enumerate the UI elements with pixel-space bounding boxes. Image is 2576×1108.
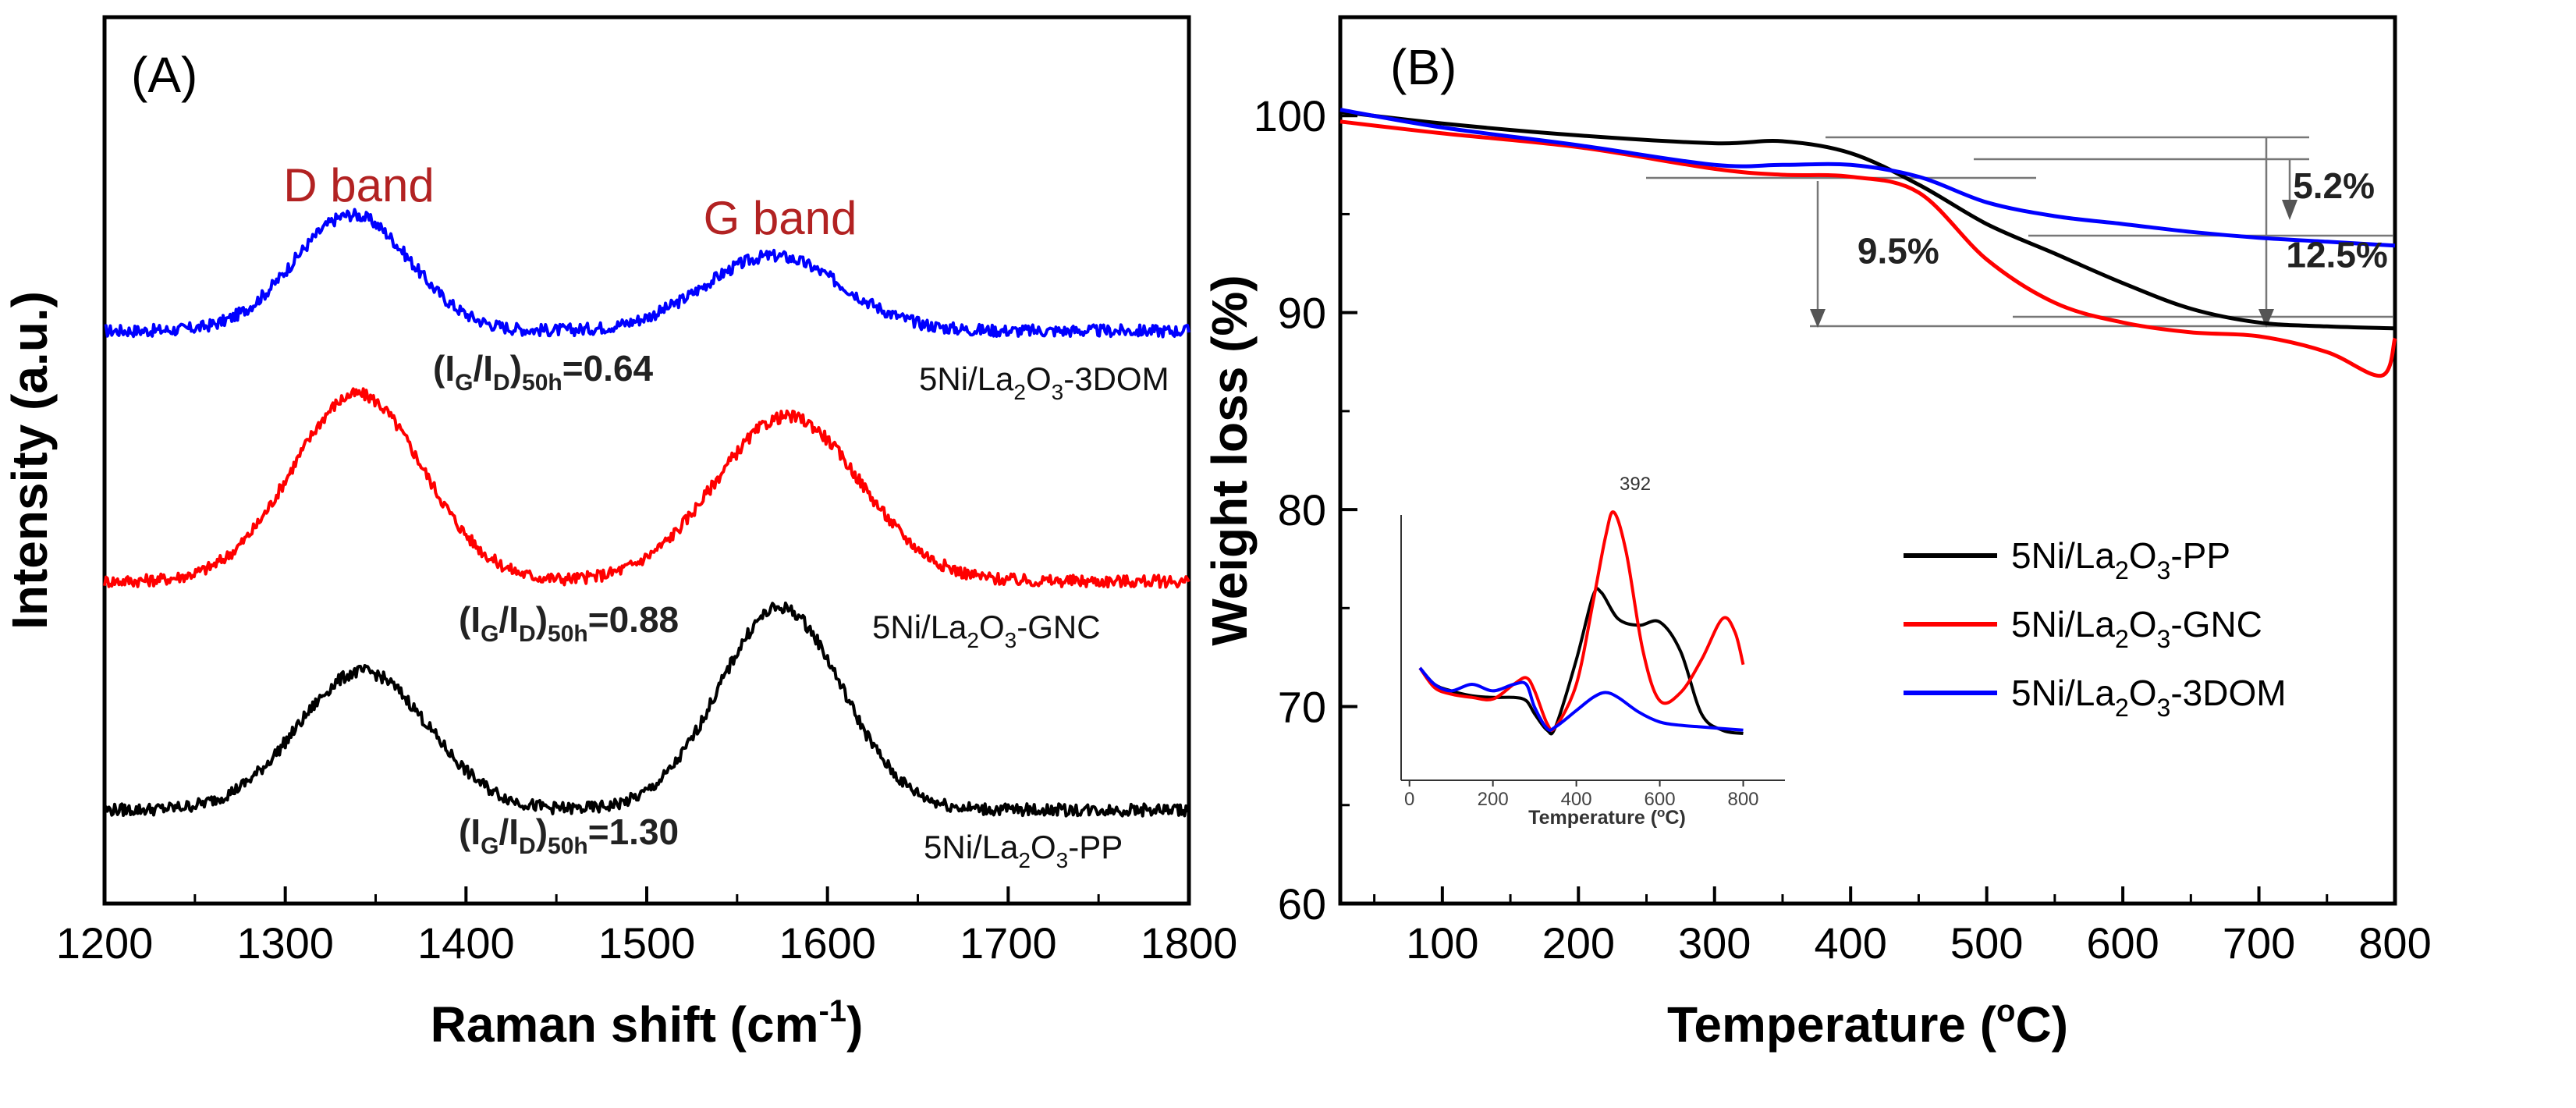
x-tick-label: 300 bbox=[1678, 918, 1751, 968]
y-tick-label: 100 bbox=[1254, 91, 1326, 140]
annotation-9-5: 9.5% bbox=[1857, 231, 1939, 272]
y-tick-label: 80 bbox=[1278, 485, 1326, 534]
inset-curve-gnc bbox=[1418, 510, 1745, 732]
panel-a-xlabel: Raman shift (cm-1) bbox=[431, 994, 864, 1053]
inset-xlabel: Temperature (oC) bbox=[1528, 805, 1686, 829]
d-band-label: D band bbox=[283, 159, 434, 211]
label-gnc: 5Ni/La2O3-GNC bbox=[872, 609, 1101, 652]
panel-a-label: (A) bbox=[131, 47, 197, 103]
panel-a-frame bbox=[102, 15, 1191, 906]
panel-b-frame bbox=[1338, 15, 2397, 906]
x-tick-label: 1400 bbox=[417, 918, 515, 968]
inset-tick-label: 800 bbox=[1727, 789, 1758, 810]
legend-label-pp: 5Ni/La2O3-PP bbox=[2011, 535, 2230, 584]
annotation-12-5: 12.5% bbox=[2286, 235, 2387, 275]
x-tick-label: 500 bbox=[1950, 918, 2023, 968]
x-tick-label: 100 bbox=[1406, 918, 1478, 968]
x-tick-label: 1700 bbox=[960, 918, 1057, 968]
inset-curve-pp bbox=[1418, 587, 1744, 736]
g-band-label: G band bbox=[704, 192, 857, 244]
arrow-head bbox=[2258, 309, 2274, 328]
x-tick-label: 200 bbox=[1542, 918, 1615, 968]
panel-a-x-ticks: 1200 1300 1400 1500 1600 1700 1800 bbox=[56, 886, 1238, 968]
label-3dom: 5Ni/La2O3-3DOM bbox=[919, 360, 1169, 404]
x-tick-label: 700 bbox=[2223, 918, 2295, 968]
y-tick-label: 90 bbox=[1278, 289, 1326, 338]
panel-a: (A) 1200 1300 1400 1500 1600 1700 1800 Intensi… bbox=[2, 15, 1238, 1053]
inset-plot: 0 200 400 600 800 Temperature (oC) 392 bbox=[1400, 474, 1785, 829]
ratio-pp: (IG/ID)50h=1.30 bbox=[459, 811, 679, 859]
inset-tick-label: 400 bbox=[1561, 789, 1592, 810]
x-tick-label: 1800 bbox=[1141, 918, 1238, 968]
x-tick-label: 600 bbox=[2086, 918, 2159, 968]
inset-tick-label: 0 bbox=[1404, 789, 1414, 810]
ratio-gnc: (IG/ID)50h=0.88 bbox=[459, 599, 679, 647]
x-tick-label: 1200 bbox=[56, 918, 154, 968]
weight-loss-arrows bbox=[1810, 200, 2297, 328]
label-pp: 5Ni/La2O3-PP bbox=[924, 829, 1123, 872]
panel-b: (B) 100 200 300 400 500 600 700 800 60 70 80 90100 … bbox=[1201, 15, 2432, 1053]
x-tick-label: 1500 bbox=[598, 918, 696, 968]
legend-label-gnc: 5Ni/La2O3-GNC bbox=[2011, 604, 2262, 653]
arrow-head bbox=[2282, 200, 2297, 220]
x-tick-label: 800 bbox=[2358, 918, 2431, 968]
tga-curve-pp bbox=[1339, 109, 2396, 331]
legend-label-3dom: 5Ni/La2O3-3DOM bbox=[2011, 673, 2287, 722]
inset-x-ticks: 0 200 400 600 800 bbox=[1404, 780, 1759, 810]
tga-curve-3dom bbox=[1339, 108, 2396, 248]
x-tick-label: 400 bbox=[1814, 918, 1886, 968]
panel-b-ticks: 100 200 300 400 500 600 700 800 60 70 80 90 100 bbox=[1254, 91, 2432, 968]
arrow-head bbox=[1810, 309, 1826, 328]
annotation-5-2: 5.2% bbox=[2293, 165, 2375, 206]
weight-loss-guides bbox=[1646, 136, 2393, 328]
x-tick-label: 1300 bbox=[236, 918, 334, 968]
spectrum-pp bbox=[103, 601, 1190, 818]
legend: 5Ni/La2O3-PP 5Ni/La2O3-GNC 5Ni/La2O3-3DO… bbox=[1904, 535, 2287, 722]
inset-peak-label: 392 bbox=[1620, 474, 1651, 495]
ratio-3dom: (IG/ID)50h=0.64 bbox=[433, 348, 654, 396]
panel-b-label: (B) bbox=[1390, 39, 1457, 95]
inset-tick-label: 200 bbox=[1478, 789, 1509, 810]
x-tick-label: 1600 bbox=[779, 918, 876, 968]
panel-b-ylabel: Weight loss (%) bbox=[1201, 275, 1258, 645]
spectrum-3dom bbox=[104, 208, 1190, 339]
inset-tick-label: 600 bbox=[1645, 789, 1676, 810]
panel-a-ylabel: Intensity (a.u.) bbox=[2, 291, 58, 630]
y-tick-label: 70 bbox=[1278, 683, 1326, 732]
y-tick-label: 60 bbox=[1278, 879, 1326, 929]
panel-b-xlabel: Temperature (oC) bbox=[1667, 994, 2068, 1053]
inset-curve-3dom bbox=[1418, 666, 1744, 732]
spectrum-gnc bbox=[103, 387, 1190, 589]
